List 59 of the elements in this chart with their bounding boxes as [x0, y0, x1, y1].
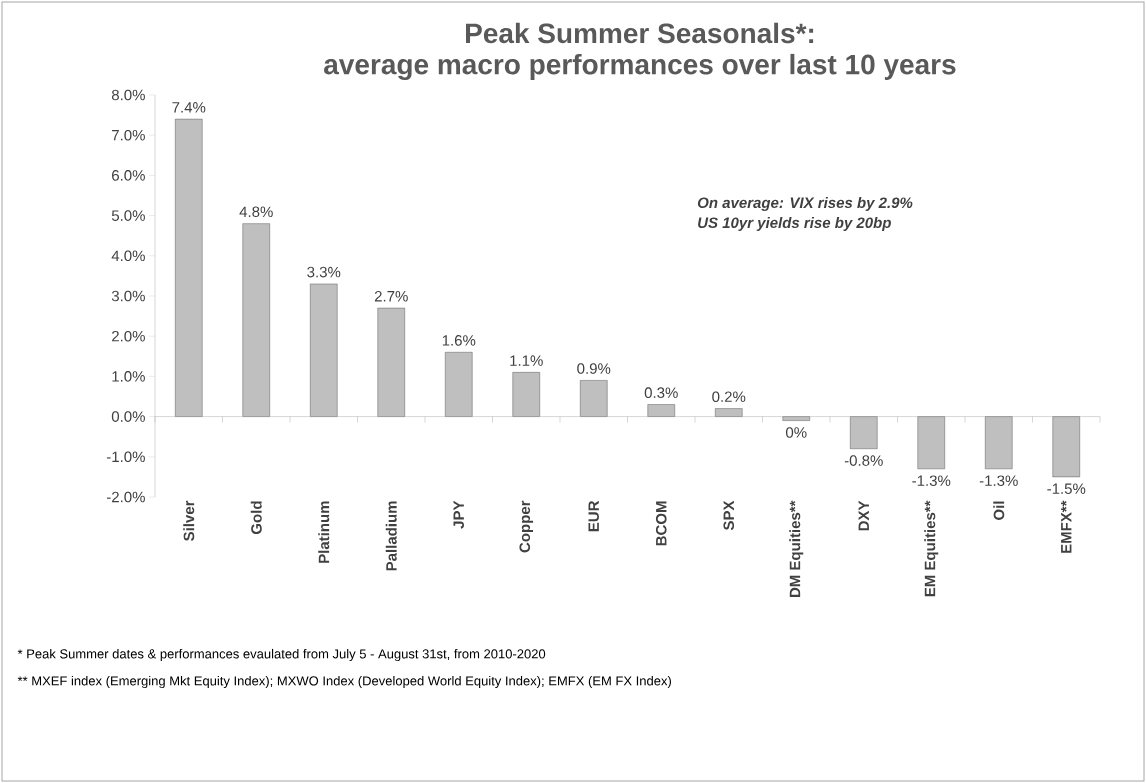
y-tick-label: 1.0%	[112, 371, 145, 382]
x-tick-label: DXY	[858, 500, 869, 531]
data-label: 0%	[786, 427, 807, 438]
x-tick-label: Gold	[250, 501, 262, 535]
x-tick-label: EM Equities**	[924, 500, 939, 597]
x-tick-label: EUR	[588, 500, 599, 532]
y-tick-label: -2.0%	[106, 491, 145, 503]
bar	[580, 380, 608, 417]
data-label: 2.7%	[374, 290, 408, 302]
bar	[850, 416, 878, 449]
data-label: 0.9%	[577, 363, 611, 374]
data-label: -1.5%	[1047, 483, 1086, 494]
x-tick-label: Platinum	[318, 501, 330, 563]
y-tick-label: 6.0%	[112, 170, 145, 181]
bar	[512, 372, 540, 417]
text: ** MXEF index (Emerging Mkt Equity Index); MXWO Index (Developed World Equity Index); EMFX (EM FX Index)	[17, 675, 671, 689]
data-label: 1.6%	[442, 335, 476, 346]
x-tick-label: Copper	[519, 500, 534, 553]
chart-subtitle: average macro performances over last 10 years	[324, 53, 956, 81]
chart-title: Peak Summer Seasonals*:	[466, 22, 814, 44]
bar	[242, 223, 270, 417]
y-tick-label: 4.0%	[111, 250, 145, 262]
data-label: -0.8%	[844, 455, 883, 466]
bar	[445, 352, 473, 417]
bar	[310, 283, 338, 417]
bar	[1052, 416, 1080, 478]
y-tick-label: 2.0%	[112, 330, 145, 342]
bar	[175, 118, 203, 417]
x-tick-label: EMFX**	[1061, 500, 1072, 553]
y-tick-label: 7.0%	[112, 129, 145, 141]
bar	[782, 416, 810, 421]
bar	[917, 416, 945, 470]
y-tick-label: 5.0%	[111, 210, 145, 221]
y-tick-label: 8.0%	[111, 89, 145, 101]
bar	[715, 408, 743, 417]
text: * Peak Summer dates & performances evaulated from July 5 - August 31st, from 2010-2020	[17, 648, 546, 662]
data-label: 3.3%	[307, 266, 341, 278]
data-label: -1.3%	[912, 475, 951, 486]
x-tick-label: SPX	[723, 500, 735, 531]
data-label: 4.8%	[239, 206, 273, 218]
x-tick-label: BCOM	[655, 501, 667, 546]
data-label: -1.3%	[979, 475, 1018, 486]
y-tick-label: 0.0%	[111, 411, 145, 422]
x-tick-label: DM Equities**	[789, 500, 804, 598]
x-tick-label: JPY	[453, 500, 464, 529]
bar	[647, 404, 675, 417]
annotation: US 10yr yields rise by 20bp	[698, 217, 891, 231]
data-label: 1.1%	[510, 355, 543, 366]
bar	[985, 416, 1013, 470]
y-tick-label: -1.0%	[106, 451, 145, 463]
data-label: 0.2%	[712, 391, 746, 403]
annotation: On average: VIX rises by 2.9%	[697, 197, 913, 211]
x-tick-label: Silver	[183, 500, 195, 541]
data-label: 7.4%	[172, 102, 206, 113]
y-tick-label: 3.0%	[111, 290, 145, 302]
data-label: 0.3%	[644, 387, 678, 398]
x-tick-label: Oil	[993, 501, 1005, 520]
x-tick-label: Palladium	[385, 501, 397, 571]
bar	[377, 307, 405, 417]
